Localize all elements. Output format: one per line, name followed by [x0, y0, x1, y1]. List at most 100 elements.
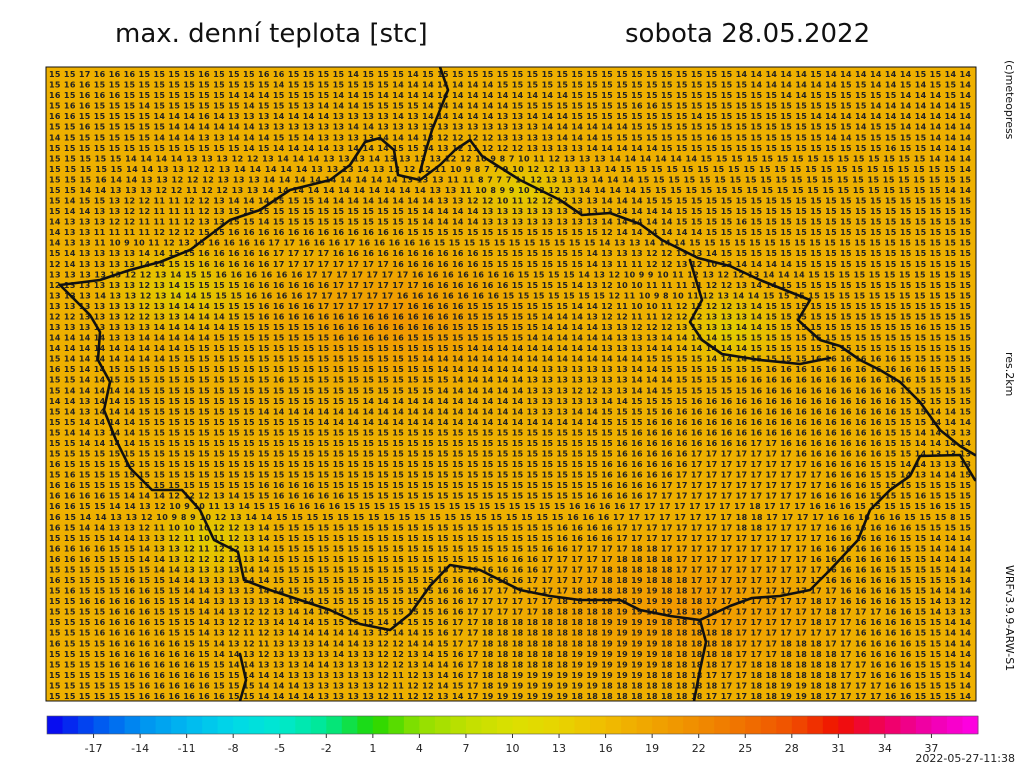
map-frame: [45, 66, 977, 702]
grid-row: 15 15 15 15 16 16 16 15 15 15 14 14 13 1…: [49, 608, 971, 617]
grid-row: 15 15 15 16 16 16 16 15 15 15 14 13 12 1…: [49, 618, 971, 627]
colorbar-cell: [621, 716, 638, 734]
copyright: (c)meteopress: [1003, 60, 1016, 140]
shade: [660, 280, 800, 380]
colorbar-cell: [869, 716, 886, 734]
grid-row: 15 14 13 13 13 13 14 14 15 15 16 16 16 1…: [49, 249, 971, 258]
map: 15 15 17 16 16 16 15 15 15 15 16 15 15 1…: [46, 67, 976, 701]
grid-row: 16 16 15 15 15 15 15 15 15 15 15 15 15 1…: [49, 481, 971, 490]
colorbar-cell: [140, 716, 157, 734]
colorbar-tick-label: -2: [321, 742, 332, 755]
colorbar-tick-label: 25: [738, 742, 752, 755]
colorbar-cell: [248, 716, 265, 734]
grid-row: 14 13 13 11 10 9 10 11 12 13 15 16 16 16…: [49, 239, 971, 248]
border: [58, 283, 976, 632]
colorbar-cell: [372, 716, 389, 734]
colorbar-tick-label: 4: [416, 742, 423, 755]
shade: [240, 240, 560, 400]
grid-row: 14 13 13 13 12 12 11 11 11 12 13 13 15 1…: [49, 218, 971, 227]
colorbar-cell: [605, 716, 622, 734]
grid-row: 14 14 14 14 14 14 14 14 14 15 15 15 15 1…: [49, 344, 971, 353]
colorbar-cell: [652, 716, 669, 734]
colorbar-cell: [481, 716, 498, 734]
border: [692, 618, 708, 701]
colorbar: -17 -14 -11 -8 -5 -2 1 4 7 10 13 16 19 22 25 28 31 34 37: [46, 715, 979, 755]
colorbar-cell: [683, 716, 700, 734]
colorbar-tick-label: -11: [178, 742, 196, 755]
grid-row: 13 13 13 14 13 13 12 13 14 14 15 15 15 1…: [49, 291, 971, 300]
grid-row: 15 15 15 15 15 15 16 16 16 16 16 16 15 1…: [49, 692, 971, 701]
title: max. denní teplota [stc]: [115, 19, 428, 49]
grid-row: 13 13 13 13 13 13 13 14 14 14 14 14 15 1…: [49, 323, 971, 332]
colorbar-cell: [155, 716, 172, 734]
colorbar-cell: [295, 716, 312, 734]
grid-row: 15 15 15 15 16 16 16 16 16 16 15 14 14 1…: [49, 650, 971, 659]
colorbar-cell: [47, 716, 64, 734]
colorbar-cell: [62, 716, 79, 734]
colorbar-cell: [590, 716, 607, 734]
colorbar-tick-label: -14: [131, 742, 149, 755]
colorbar-cell: [543, 716, 560, 734]
date: sobota 28.05.2022: [625, 19, 870, 49]
colorbar-cell: [233, 716, 250, 734]
colorbar-cell: [636, 716, 653, 734]
colorbar-cell: [884, 716, 901, 734]
grid-row: 12 13 13 13 13 13 12 13 14 15 15 15 15 1…: [49, 281, 971, 290]
border: [688, 258, 832, 366]
grid-row: 15 16 15 15 15 15 15 15 15 15 15 15 15 1…: [49, 471, 971, 480]
colorbar-tick-label: 22: [692, 742, 706, 755]
colorbar-cell: [78, 716, 95, 734]
grid-row: 16 16 15 15 15 15 15 14 14 14 16 14 13 1…: [49, 112, 971, 121]
grid-row: 15 15 15 15 15 15 15 15 15 15 15 15 15 1…: [49, 144, 971, 153]
colorbar-tick-label: 1: [369, 742, 376, 755]
colorbar-cell: [667, 716, 684, 734]
colorbar-cell: [419, 716, 436, 734]
grid-row: 15 15 15 15 15 16 16 16 16 16 16 15 15 1…: [49, 671, 971, 680]
shade: [450, 150, 590, 230]
grid-row: 12 14 13 13 13 13 14 14 15 15 16 16 16 1…: [49, 260, 971, 269]
colorbar-tick-label: 31: [831, 742, 845, 755]
colorbar-cell: [388, 716, 405, 734]
grid-row: 14 15 15 15 15 15 15 14 14 14 13 13 14 1…: [49, 133, 971, 142]
grid-row: 15 15 15 16 14 14 13 13 12 12 12 13 13 1…: [49, 175, 971, 184]
grid-row: 16 16 16 16 15 15 14 13 13 12 11 12 12 1…: [49, 544, 971, 553]
grid-row: 15 16 16 15 15 15 15 15 15 15 15 15 15 1…: [49, 81, 971, 90]
grid-row: 15 15 15 15 15 14 14 14 14 13 13 13 12 1…: [49, 154, 971, 163]
timestamp: 2022-05-27-11:38: [915, 752, 1015, 765]
colorbar-cell: [822, 716, 839, 734]
grid-row: 16 15 14 14 13 13 12 11 10 10 10 12 12 1…: [49, 523, 971, 532]
shade: [140, 490, 280, 590]
colorbar-cell: [915, 716, 932, 734]
grid-row: 15 15 15 15 16 16 16 16 16 16 15 15 14 1…: [49, 660, 971, 669]
colorbar-cell: [559, 716, 576, 734]
colorbar-cell: [776, 716, 793, 734]
colorbar-cell: [496, 716, 513, 734]
colorbar-cell: [528, 716, 545, 734]
colorbar-tick-label: -17: [85, 742, 103, 755]
colorbar-cell: [807, 716, 824, 734]
colorbar-tick-label: -8: [228, 742, 239, 755]
colorbar-cell: [326, 716, 343, 734]
colorbar-cell: [745, 716, 762, 734]
grid-row: 16 15 14 14 13 13 12 10 9 8 9 10 12 13 1…: [49, 513, 971, 522]
resolution: res.2km: [1003, 352, 1016, 396]
grid-row: 16 15 15 15 15 15 15 15 15 15 15 15 15 1…: [49, 460, 971, 469]
grid-row: 15 15 15 15 14 14 13 13 12 11 10 11 12 1…: [49, 534, 971, 543]
grid-row: 16 16 16 15 15 15 14 14 13 12 12 12 12 1…: [49, 555, 971, 564]
colorbar-tick-label: -5: [274, 742, 285, 755]
colorbar-cell: [760, 716, 777, 734]
grid-row: 15 14 14 14 14 14 14 14 15 15 15 15 15 1…: [49, 355, 971, 364]
grid-row: 16 15 14 14 15 15 15 15 15 15 15 15 15 1…: [49, 365, 971, 374]
grid-row: 14 14 13 14 14 15 15 15 15 15 15 15 15 1…: [49, 397, 971, 406]
colorbar-tick-label: 10: [506, 742, 520, 755]
colorbar-tick-label: 16: [599, 742, 613, 755]
grid-row: 15 15 14 14 15 15 15 15 15 15 15 15 15 1…: [49, 376, 971, 385]
grid-row: 16 15 15 15 15 16 15 15 14 14 13 13 13 1…: [49, 576, 971, 585]
colorbar-tick-label: 19: [645, 742, 659, 755]
colorbar-cell: [962, 716, 979, 734]
colorbar-cell: [124, 716, 141, 734]
shade: [480, 520, 880, 700]
grid-row: 15 15 14 14 14 14 15 15 15 15 15 15 15 1…: [49, 418, 971, 427]
grid-row: 15 15 16 15 15 15 15 15 14 14 14 14 14 1…: [49, 123, 971, 132]
